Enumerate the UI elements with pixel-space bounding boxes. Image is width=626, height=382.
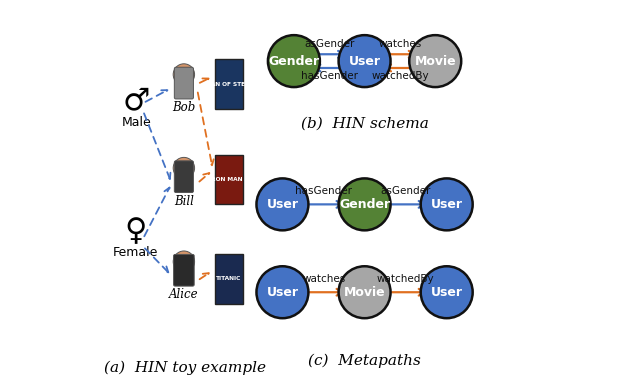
Text: ♀: ♀ [125, 217, 147, 246]
Text: Male: Male [121, 116, 151, 129]
Text: Movie: Movie [414, 55, 456, 68]
Text: (c)  Metapaths: (c) Metapaths [308, 353, 421, 368]
Text: Gender: Gender [339, 198, 390, 211]
Text: watchedBy: watchedBy [377, 274, 434, 284]
Circle shape [268, 35, 320, 87]
Circle shape [421, 266, 473, 318]
Circle shape [339, 178, 391, 230]
Text: User: User [431, 198, 463, 211]
Text: watches: watches [379, 39, 422, 49]
Text: (b)  HIN schema: (b) HIN schema [300, 117, 429, 131]
Circle shape [173, 157, 195, 179]
Text: Movie: Movie [344, 286, 386, 299]
Circle shape [409, 35, 461, 87]
Text: User: User [349, 55, 381, 68]
Circle shape [339, 35, 391, 87]
Text: ♂: ♂ [123, 87, 150, 116]
Text: MAN OF STEEL: MAN OF STEEL [205, 81, 253, 87]
Text: asGender: asGender [304, 39, 354, 49]
Text: IRON MAN 3: IRON MAN 3 [209, 177, 249, 182]
Circle shape [339, 266, 391, 318]
Text: watches: watches [302, 274, 346, 284]
Text: Alice: Alice [169, 288, 198, 301]
Text: (a)  HIN toy example: (a) HIN toy example [104, 361, 266, 376]
Text: hasGender: hasGender [301, 71, 358, 81]
Bar [215, 155, 243, 204]
Text: watchedBy: watchedBy [371, 71, 429, 81]
Circle shape [173, 251, 195, 272]
Text: User: User [431, 286, 463, 299]
FancyBboxPatch shape [174, 67, 193, 99]
Text: User: User [267, 198, 299, 211]
Text: User: User [267, 286, 299, 299]
Bar [215, 254, 243, 304]
Circle shape [173, 64, 195, 85]
Bar [215, 59, 243, 109]
FancyBboxPatch shape [173, 254, 194, 286]
Circle shape [421, 178, 473, 230]
Text: hasGender: hasGender [295, 186, 352, 196]
Text: Bob: Bob [172, 101, 195, 114]
Text: TITANIC: TITANIC [216, 276, 242, 282]
Text: asGender: asGender [381, 186, 431, 196]
FancyBboxPatch shape [174, 161, 193, 193]
Text: Gender: Gender [269, 55, 319, 68]
Text: Bill: Bill [174, 195, 194, 208]
Circle shape [257, 266, 309, 318]
Circle shape [257, 178, 309, 230]
Text: Female: Female [113, 246, 158, 259]
